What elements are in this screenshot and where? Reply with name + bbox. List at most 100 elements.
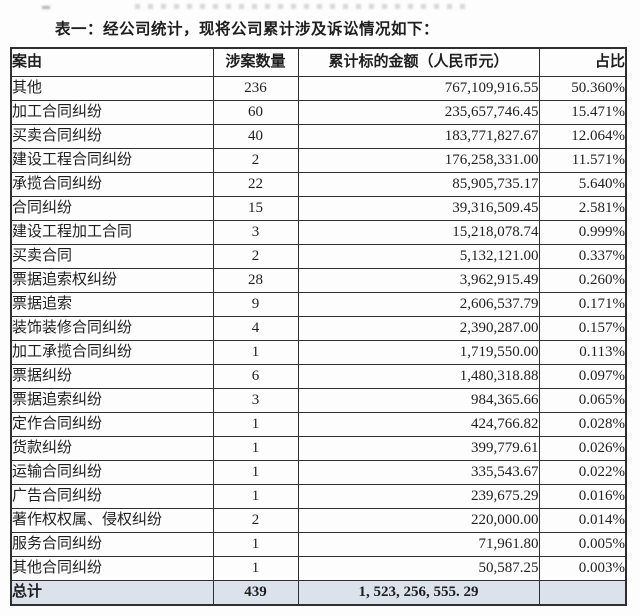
- ratio-cell: 0.065%: [538, 388, 627, 413]
- amount-cell: 15,218,078.74: [297, 220, 540, 245]
- table-row: 服务合同纠纷 1 71,961.80 0.005%: [10, 532, 627, 557]
- cause-cell: 其他: [10, 76, 214, 101]
- cause-cell: 定作合同纠纷: [10, 412, 214, 437]
- table-row: 买卖合同 2 5,132,121.00 0.337%: [10, 244, 627, 269]
- ratio-cell: 0.097%: [538, 364, 627, 389]
- ratio-cell: 50.360%: [538, 76, 627, 101]
- count-cell: 1: [212, 532, 299, 557]
- table-row: 著作权权属、侵权纠纷 2 220,000.00 0.014%: [10, 508, 627, 533]
- ratio-cell: 5.640%: [538, 172, 627, 197]
- cause-cell: 建设工程加工合同: [10, 220, 214, 245]
- total-count: 439: [212, 580, 299, 606]
- table-row: 票据追索 9 2,606,537.79 0.171%: [10, 292, 627, 317]
- count-cell: 2: [212, 508, 299, 533]
- cause-cell: 服务合同纠纷: [10, 532, 214, 557]
- count-cell: 1: [212, 484, 299, 509]
- cause-cell: 其他合同纠纷: [10, 556, 214, 581]
- table-row: 其他 236 767,109,916.55 50.360%: [10, 76, 627, 101]
- amount-cell: 220,000.00: [297, 508, 540, 533]
- cause-cell: 票据追索纠纷: [10, 388, 214, 413]
- count-cell: 1: [212, 412, 299, 437]
- table-row: 加工承揽合同纠纷 1 1,719,550.00 0.113%: [10, 340, 627, 365]
- cropped-text-remnant: [42, 6, 50, 9]
- amount-cell: 3,962,915.49: [297, 268, 540, 293]
- count-cell: 1: [212, 556, 299, 581]
- table-row: 建设工程合同纠纷 2 176,258,331.00 11.571%: [10, 148, 627, 173]
- header-row: 案由 涉案数量 累计标的金额（人民币元） 占比: [10, 47, 627, 77]
- table-row: 其他合同纠纷 1 50,587.25 0.003%: [10, 556, 627, 581]
- ratio-cell: 0.337%: [538, 244, 627, 269]
- cause-cell: 票据追索: [10, 292, 214, 317]
- table-row: 承揽合同纠纷 22 85,905,735.17 5.640%: [10, 172, 627, 197]
- count-cell: 2: [212, 244, 299, 269]
- amount-cell: 85,905,735.17: [297, 172, 540, 197]
- amount-cell: 767,109,916.55: [297, 76, 540, 101]
- amount-cell: 5,132,121.00: [297, 244, 540, 269]
- ratio-cell: 0.028%: [538, 412, 627, 437]
- count-cell: 22: [212, 172, 299, 197]
- ratio-cell: 0.171%: [538, 292, 627, 317]
- cause-cell: 票据纠纷: [10, 364, 214, 389]
- ratio-cell: 0.003%: [538, 556, 627, 581]
- ratio-cell: 0.260%: [538, 268, 627, 293]
- cause-cell: 装饰装修合同纠纷: [10, 316, 214, 341]
- amount-cell: 424,766.82: [297, 412, 540, 437]
- count-cell: 15: [212, 196, 299, 221]
- table-row: 买卖合同纠纷 40 183,771,827.67 12.064%: [10, 124, 627, 149]
- cause-cell: 买卖合同: [10, 244, 214, 269]
- ratio-cell: 0.157%: [538, 316, 627, 341]
- count-cell: 60: [212, 100, 299, 125]
- ratio-cell: 0.016%: [538, 484, 627, 509]
- amount-cell: 239,675.29: [297, 484, 540, 509]
- cause-cell: 加工承揽合同纠纷: [10, 340, 214, 365]
- count-cell: 236: [212, 76, 299, 101]
- ratio-cell: 0.005%: [538, 532, 627, 557]
- count-cell: 1: [212, 340, 299, 365]
- table-row: 运输合同纠纷 1 335,543.67 0.022%: [10, 460, 627, 485]
- table-row: 装饰装修合同纠纷 4 2,390,287.00 0.157%: [10, 316, 627, 341]
- table-row: 建设工程加工合同 3 15,218,078.74 0.999%: [10, 220, 627, 245]
- cause-cell: 票据追索权纠纷: [10, 268, 214, 293]
- table-row: 广告合同纠纷 1 239,675.29 0.016%: [10, 484, 627, 509]
- amount-cell: 2,390,287.00: [297, 316, 540, 341]
- ratio-cell: 15.471%: [538, 100, 627, 125]
- count-cell: 40: [212, 124, 299, 149]
- ratio-cell: 0.113%: [538, 340, 627, 365]
- ratio-cell: 0.026%: [538, 436, 627, 461]
- count-cell: 1: [212, 460, 299, 485]
- col-header-ratio: 占比: [538, 47, 627, 77]
- ratio-cell: 0.022%: [538, 460, 627, 485]
- table-row: 票据追索权纠纷 28 3,962,915.49 0.260%: [10, 268, 627, 293]
- amount-cell: 1,480,318.88: [297, 364, 540, 389]
- amount-cell: 71,961.80: [297, 532, 540, 557]
- count-cell: 3: [212, 220, 299, 245]
- cause-cell: 承揽合同纠纷: [10, 172, 214, 197]
- litigation-table: 案由 涉案数量 累计标的金额（人民币元） 占比 其他 236 767,109,916…: [10, 47, 627, 606]
- table-row: 加工合同纠纷 60 235,657,746.45 15.471%: [10, 100, 627, 125]
- amount-cell: 399,779.61: [297, 436, 540, 461]
- ratio-cell: 0.014%: [538, 508, 627, 533]
- count-cell: 9: [212, 292, 299, 317]
- table-row: 票据追索纠纷 3 984,365.66 0.065%: [10, 388, 627, 413]
- count-cell: 28: [212, 268, 299, 293]
- total-label: 总计: [10, 580, 214, 606]
- amount-cell: 335,543.67: [297, 460, 540, 485]
- ratio-cell: 0.999%: [538, 220, 627, 245]
- cause-cell: 买卖合同纠纷: [10, 124, 214, 149]
- cause-cell: 广告合同纠纷: [10, 484, 214, 509]
- table-row: 定作合同纠纷 1 424,766.82 0.028%: [10, 412, 627, 437]
- table-row: 合同纠纷 15 39,316,509.45 2.581%: [10, 196, 627, 221]
- count-cell: 4: [212, 316, 299, 341]
- total-amount: 1, 523, 256, 555. 29: [297, 580, 540, 606]
- count-cell: 2: [212, 148, 299, 173]
- count-cell: 3: [212, 388, 299, 413]
- cause-cell: 货款纠纷: [10, 436, 214, 461]
- table-row: 货款纠纷 1 399,779.61 0.026%: [10, 436, 627, 461]
- cause-cell: 著作权权属、侵权纠纷: [10, 508, 214, 533]
- cause-cell: 加工合同纠纷: [10, 100, 214, 125]
- cause-cell: 合同纠纷: [10, 196, 214, 221]
- col-header-count: 涉案数量: [212, 47, 299, 77]
- amount-cell: 176,258,331.00: [297, 148, 540, 173]
- ratio-cell: 12.064%: [538, 124, 627, 149]
